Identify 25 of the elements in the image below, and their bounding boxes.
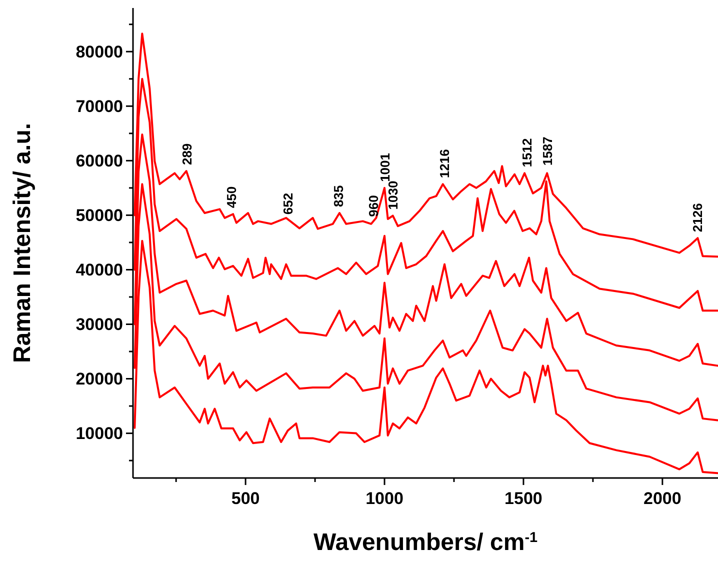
- annotation: 960: [366, 195, 381, 217]
- annotation: 1587: [540, 136, 556, 166]
- x-axis-title: Wavenumbers/ cm$^{-1}$: [314, 529, 538, 556]
- annotation: 652: [280, 192, 296, 215]
- y-axis-title: Raman Intensity/ a.u.: [9, 122, 36, 364]
- y-tick-label: 30000: [76, 315, 123, 334]
- annotation: 2126: [690, 203, 705, 232]
- annotation: 1216: [437, 149, 452, 178]
- annotation: 1030: [385, 180, 400, 210]
- y-tick-label: 50000: [76, 206, 123, 226]
- annotation: 1001: [377, 153, 392, 182]
- y-tick-label: 80000: [76, 42, 123, 62]
- annotation: 1512: [519, 138, 534, 168]
- x-tick-label: 500: [231, 489, 260, 508]
- x-tick-label: 2000: [644, 489, 682, 508]
- y-tick-label: 10000: [76, 424, 123, 444]
- x-tick-label: 1500: [504, 489, 542, 508]
- x-tick-label: 1000: [366, 489, 404, 508]
- annotation: 289: [179, 143, 194, 166]
- annotation: 835: [331, 185, 346, 208]
- annotation: 450: [224, 186, 240, 208]
- y-tick-label: 40000: [76, 260, 123, 280]
- y-tick-label: 60000: [76, 152, 123, 171]
- y-tick-label: 70000: [76, 97, 123, 116]
- y-tick-label: 20000: [76, 370, 123, 389]
